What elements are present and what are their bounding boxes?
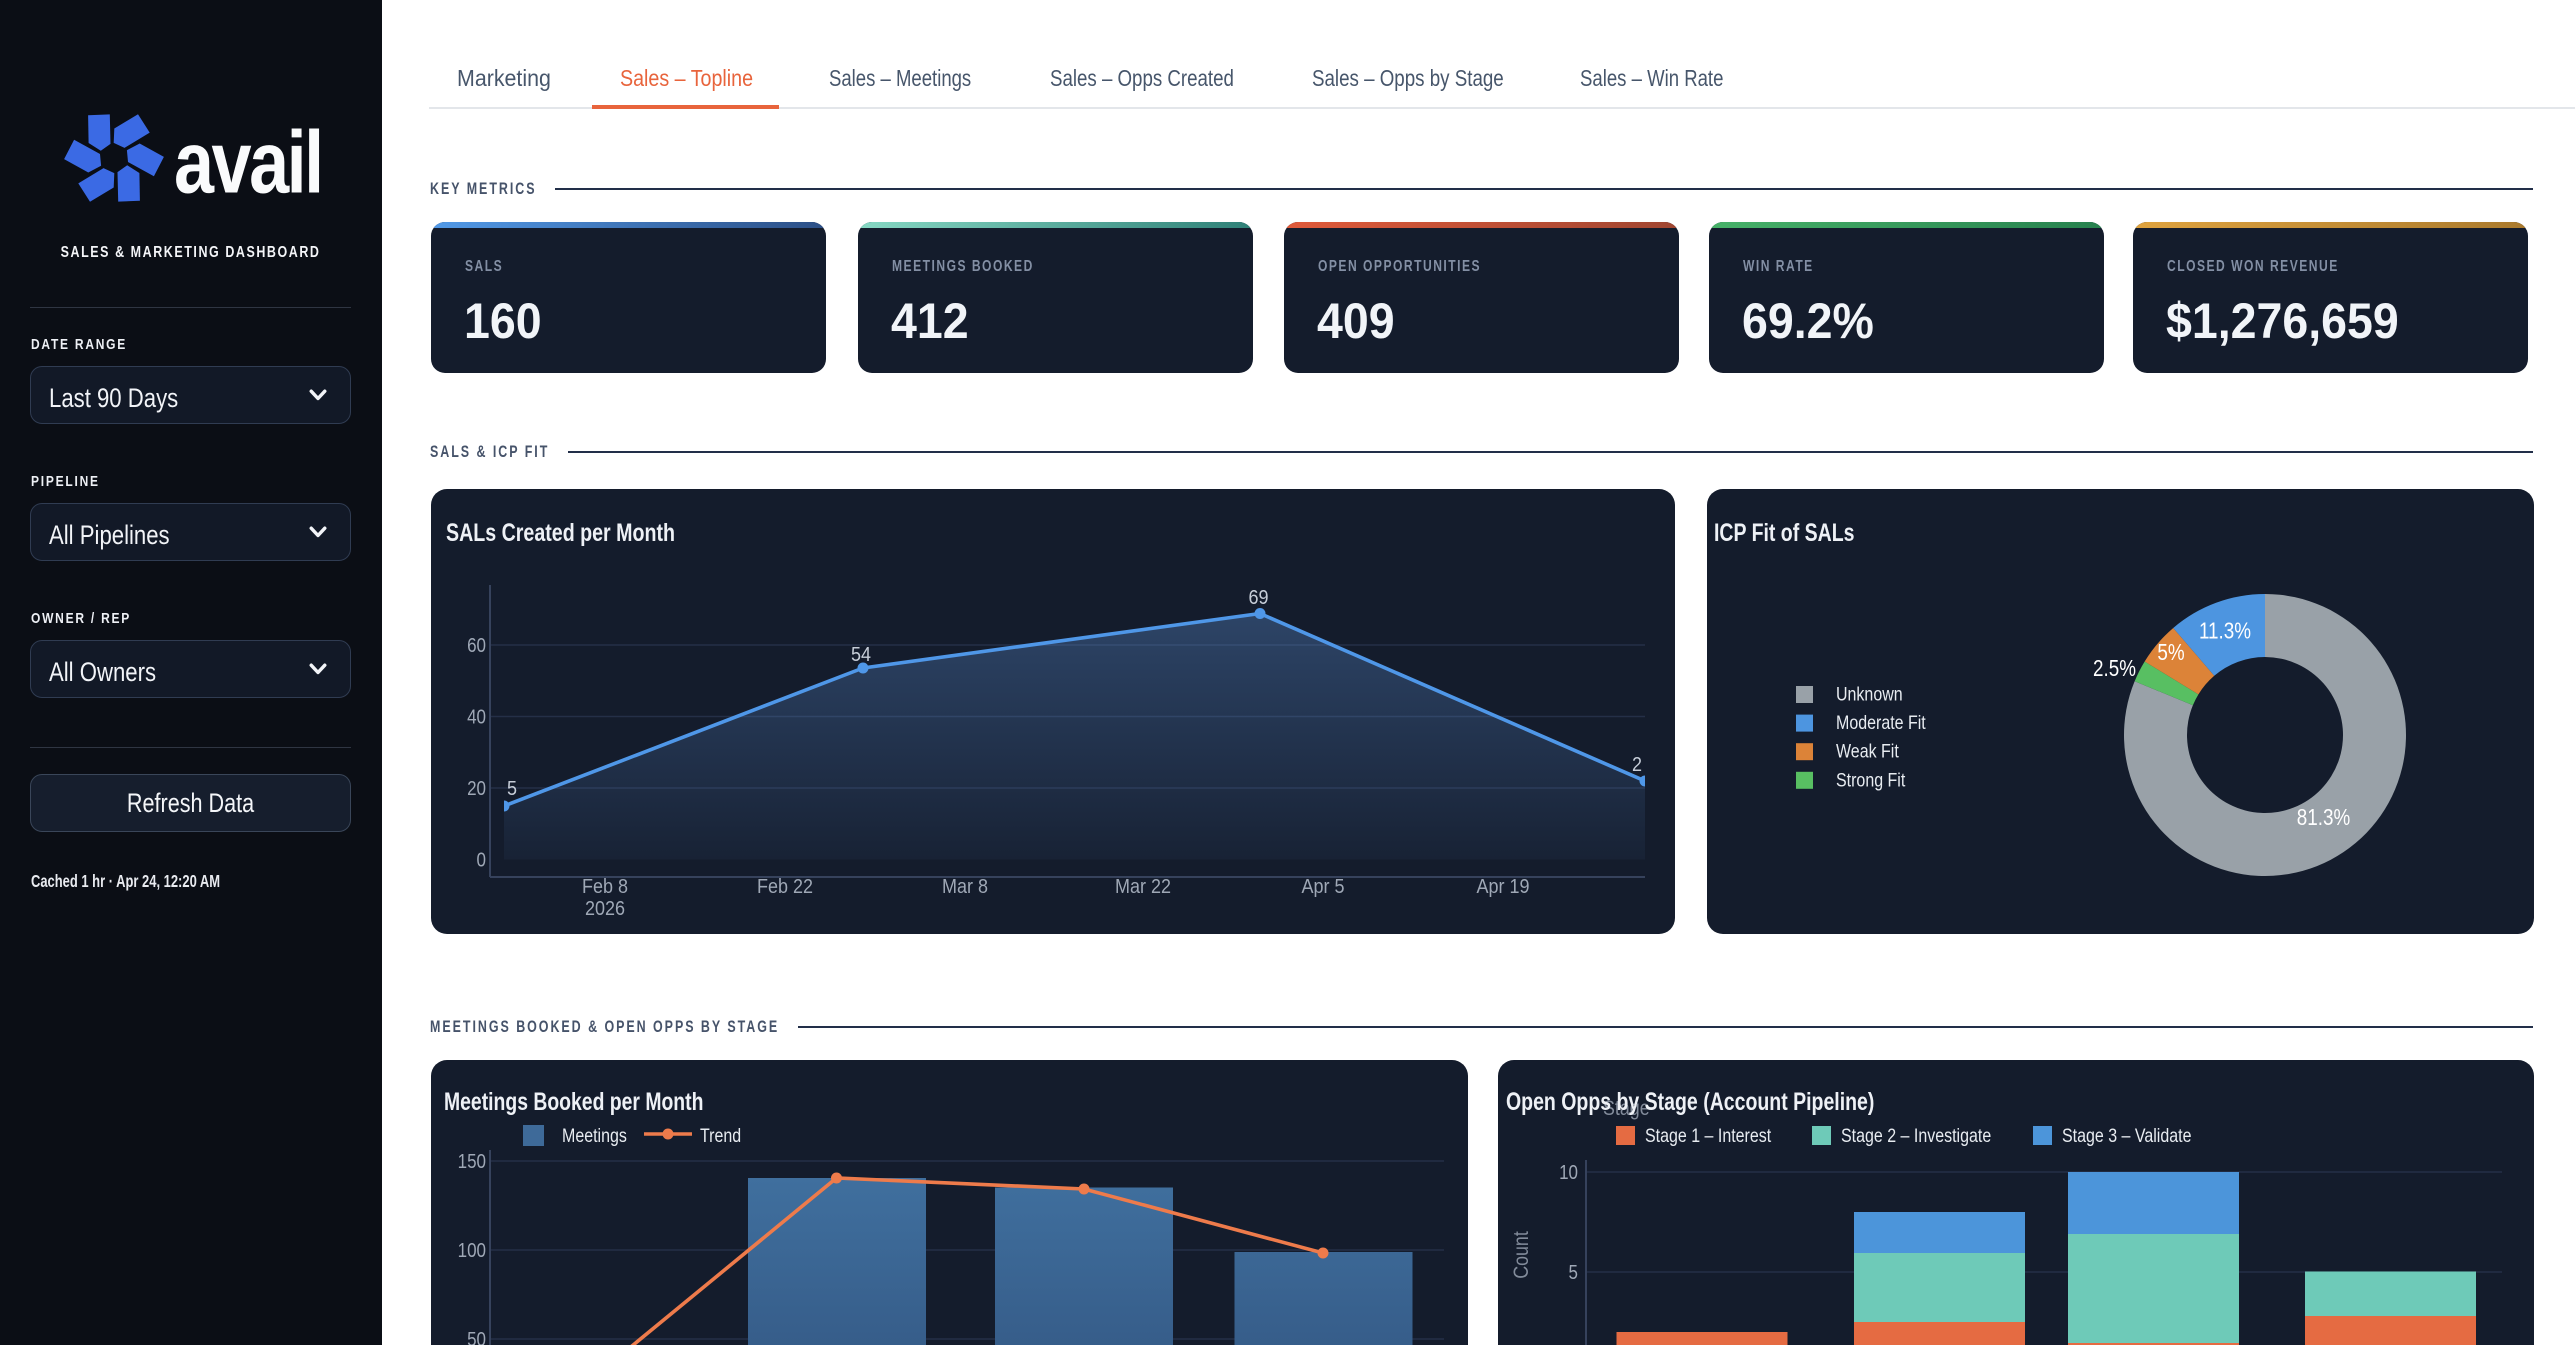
svg-text:50: 50 (467, 1328, 486, 1345)
svg-text:5: 5 (1569, 1261, 1578, 1284)
svg-text:2: 2 (1632, 754, 1642, 776)
svg-text:Weak Fit: Weak Fit (1836, 740, 1899, 762)
svg-text:Feb 22: Feb 22 (757, 876, 813, 898)
svg-text:81.3%: 81.3% (2297, 805, 2350, 830)
svg-text:0: 0 (477, 848, 486, 871)
svg-text:Mar 22: Mar 22 (1115, 876, 1171, 898)
svg-text:60: 60 (467, 634, 486, 657)
svg-text:69: 69 (1248, 587, 1268, 609)
svg-text:Unknown: Unknown (1836, 683, 1903, 705)
svg-text:Apr 5: Apr 5 (1301, 876, 1344, 898)
svg-text:Stage 3 – Validate: Stage 3 – Validate (2062, 1125, 2192, 1147)
svg-text:Trend: Trend (700, 1125, 741, 1147)
svg-text:Feb 8: Feb 8 (582, 876, 628, 898)
svg-text:54: 54 (851, 644, 871, 666)
svg-text:Mar 8: Mar 8 (942, 876, 988, 898)
svg-text:150: 150 (458, 1150, 486, 1173)
svg-text:Stage 1 – Interest: Stage 1 – Interest (1645, 1125, 1771, 1147)
svg-text:Moderate Fit: Moderate Fit (1836, 712, 1926, 734)
svg-text:100: 100 (458, 1239, 486, 1262)
svg-text:5%: 5% (2157, 640, 2184, 665)
svg-text:Stage 2 – Investigate: Stage 2 – Investigate (1841, 1125, 1991, 1147)
svg-text:10: 10 (1559, 1161, 1578, 1184)
svg-text:Meetings: Meetings (562, 1125, 627, 1147)
svg-text:20: 20 (467, 777, 486, 800)
svg-text:11.3%: 11.3% (2199, 619, 2251, 644)
svg-text:2.5%: 2.5% (2093, 656, 2136, 681)
svg-text:Apr 19: Apr 19 (1476, 876, 1529, 898)
svg-text:Count: Count (1510, 1231, 1534, 1279)
svg-text:40: 40 (467, 705, 486, 728)
svg-text:5: 5 (507, 778, 517, 800)
svg-text:Strong Fit: Strong Fit (1836, 769, 1905, 791)
svg-text:2026: 2026 (585, 898, 625, 920)
